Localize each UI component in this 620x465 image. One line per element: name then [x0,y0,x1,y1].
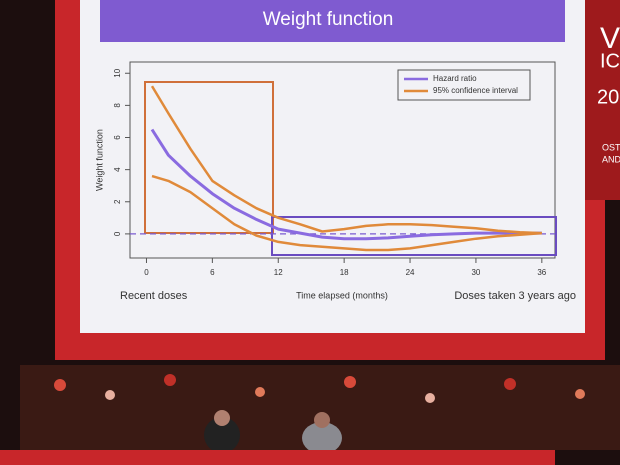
right-note: Doses taken 3 years ago [454,290,576,302]
x-tick-label: 24 [406,268,415,277]
person [302,422,342,454]
flower [344,376,356,388]
title-bar [100,0,565,42]
legend-label: 95% confidence interval [433,86,518,95]
series-line [151,174,542,252]
side-text: AND [602,154,620,164]
highlight-past [271,216,557,256]
x-tick-label: 0 [144,268,149,277]
person-head [314,412,330,428]
y-tick-label: 10 [113,68,122,77]
flower [425,393,435,403]
table [0,450,555,465]
left-note: Recent doses [120,290,188,302]
highlight-recent [144,81,274,234]
person [204,417,240,453]
x-tick-label: 36 [537,268,546,277]
person-head [214,410,230,426]
side-text: IC [600,50,620,72]
x-axis-label: Time elapsed (months) [296,290,388,300]
x-tick-label: 6 [210,268,215,277]
side-text: 20 [597,86,619,108]
y-tick-label: 6 [113,135,122,140]
side-text: OST [602,142,620,152]
series-line [150,85,542,235]
flower [164,374,176,386]
flower [105,390,115,400]
side-text: V [600,22,620,55]
legend [397,69,531,101]
plot-box [129,61,556,259]
y-tick-label: 0 [113,231,122,236]
side-panel [585,0,620,200]
x-tick-label: 18 [340,268,349,277]
flower [54,379,66,391]
flower [575,389,585,399]
flower [255,387,265,397]
legend-label: Hazard ratio [433,74,477,83]
slide [80,0,585,333]
slide-title: Weight function [263,9,394,30]
y-tick-label: 2 [113,199,122,204]
y-tick-label: 8 [113,103,122,108]
series-line [150,128,542,241]
y-tick-label: 4 [113,167,122,172]
x-tick-label: 30 [471,268,480,277]
x-tick-label: 12 [274,268,283,277]
y-axis-label: Weight function [94,129,104,191]
flower [504,378,516,390]
